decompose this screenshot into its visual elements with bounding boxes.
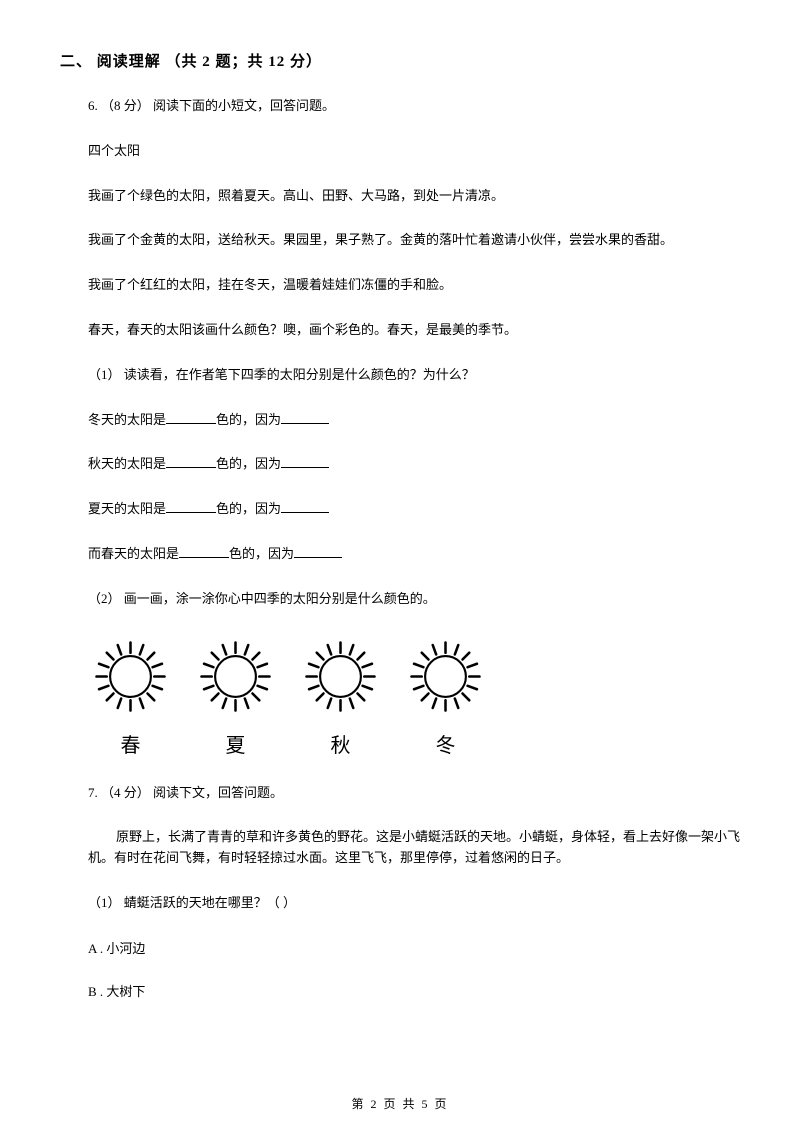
sun-icon-summer[interactable] — [193, 634, 278, 719]
autumn-prefix: 秋天的太阳是 — [88, 456, 166, 471]
label-winter: 冬 — [403, 729, 488, 758]
blank-spring-reason[interactable] — [294, 545, 342, 558]
q7-sub1: （1） 蜻蜓活跃的天地在哪里？（ ） — [88, 893, 740, 914]
blank-winter-reason[interactable] — [281, 411, 329, 424]
autumn-mid: 色的，因为 — [216, 456, 281, 471]
blank-spring-color[interactable] — [179, 545, 229, 558]
q6-paragraph-1: 我画了个绿色的太阳，照着夏天。高山、田野、大马路，到处一片清凉。 — [88, 186, 740, 207]
q6-paragraph-4: 春天，春天的太阳该画什么颜色？噢，画个彩色的。春天，是最美的季节。 — [88, 320, 740, 341]
blank-autumn-color[interactable] — [166, 455, 216, 468]
page-footer: 第 2 页 共 5 页 — [0, 1095, 800, 1112]
q6-spring-line: 而春天的太阳是 色的，因为 — [88, 544, 740, 565]
q7-paragraph-1: 原野上，长满了青青的草和许多黄色的野花。这是小蜻蜓活跃的天地。小蜻蜓，身体轻，看… — [88, 827, 740, 869]
suns-row — [88, 634, 740, 719]
q7-header: 7. （4 分） 阅读下文，回答问题。 — [88, 783, 740, 804]
q7-choice-b[interactable]: B . 大树下 — [88, 981, 740, 1000]
blank-summer-color[interactable] — [166, 500, 216, 513]
question-6: 6. （8 分） 阅读下面的小短文，回答问题。 四个太阳 我画了个绿色的太阳，照… — [88, 96, 740, 803]
q6-autumn-line: 秋天的太阳是 色的，因为 — [88, 454, 740, 475]
spring-prefix: 而春天的太阳是 — [88, 546, 179, 561]
sun-icon-winter[interactable] — [403, 634, 488, 719]
sun-icon-autumn[interactable] — [298, 634, 383, 719]
q6-summer-line: 夏天的太阳是 色的，因为 — [88, 499, 740, 520]
question-7-sub: （1） 蜻蜓活跃的天地在哪里？（ ） A . 小河边 B . 大树下 — [88, 893, 740, 1000]
blank-autumn-reason[interactable] — [281, 455, 329, 468]
label-summer: 夏 — [193, 729, 278, 758]
q6-title: 四个太阳 — [88, 141, 740, 162]
winter-prefix: 冬天的太阳是 — [88, 412, 166, 427]
summer-prefix: 夏天的太阳是 — [88, 501, 166, 516]
q6-winter-line: 冬天的太阳是 色的，因为 — [88, 410, 740, 431]
q6-sub1: （1） 读读看，在作者笔下四季的太阳分别是什么颜色的？为什么？ — [88, 365, 740, 386]
q6-header: 6. （8 分） 阅读下面的小短文，回答问题。 — [88, 96, 740, 117]
q6-sub2: （2） 画一画，涂一涂你心中四季的太阳分别是什么颜色的。 — [88, 589, 740, 610]
blank-summer-reason[interactable] — [281, 500, 329, 513]
season-labels-row: 春 夏 秋 冬 — [88, 729, 740, 758]
q6-paragraph-3: 我画了个红红的太阳，挂在冬天，温暖着娃娃们冻僵的手和脸。 — [88, 275, 740, 296]
label-autumn: 秋 — [298, 729, 383, 758]
q6-paragraph-2: 我画了个金黄的太阳，送给秋天。果园里，果子熟了。金黄的落叶忙着邀请小伙伴，尝尝水… — [88, 230, 740, 251]
spring-mid: 色的，因为 — [229, 546, 294, 561]
blank-winter-color[interactable] — [166, 411, 216, 424]
sun-icon-spring[interactable] — [88, 634, 173, 719]
summer-mid: 色的，因为 — [216, 501, 281, 516]
winter-mid: 色的，因为 — [216, 412, 281, 427]
label-spring: 春 — [88, 729, 173, 758]
q7-choice-a[interactable]: A . 小河边 — [88, 938, 740, 957]
section-title: 二、 阅读理解 （共 2 题；共 12 分） — [60, 50, 740, 71]
